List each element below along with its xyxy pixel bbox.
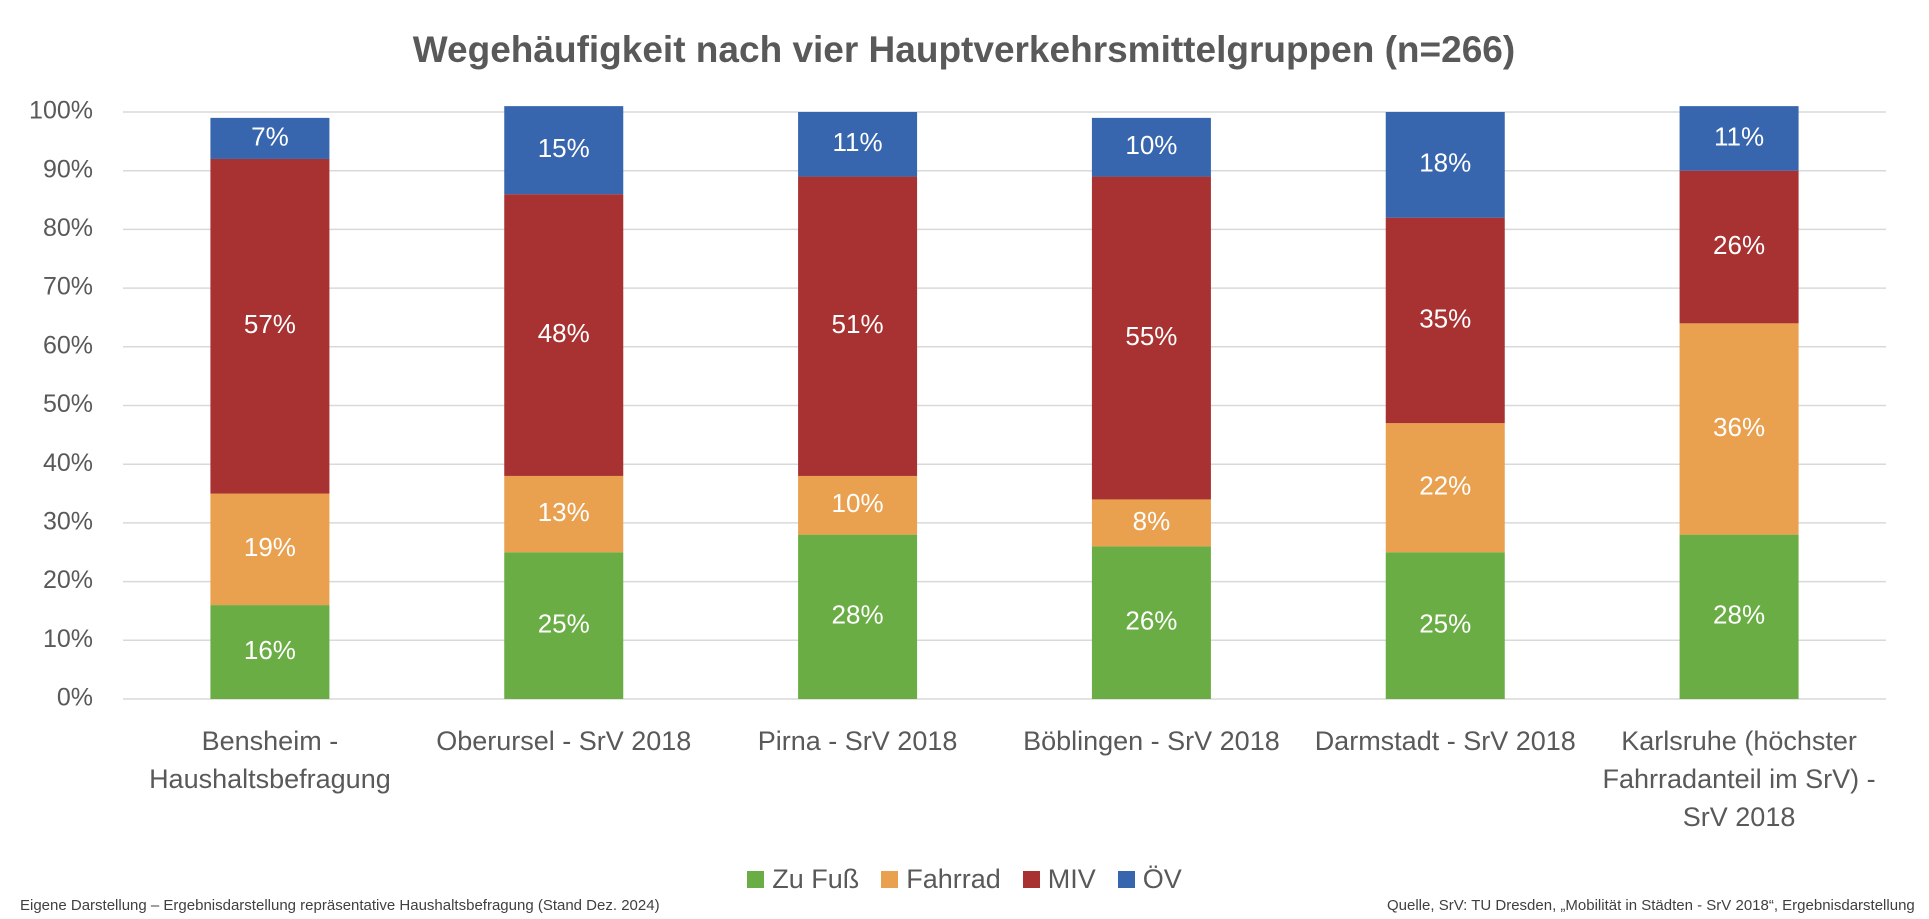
bar-segment: [1091, 546, 1211, 699]
value-label: 36%: [1713, 412, 1765, 442]
bar-segment: [504, 194, 624, 476]
value-label: 7%: [251, 121, 289, 151]
legend-label: Zu Fuß: [772, 864, 860, 894]
chart-title: Wegehäufigkeit nach vier Hauptverkehrsmi…: [413, 29, 1515, 70]
x-tick-label: Darmstadt - SrV 2018: [1314, 726, 1576, 756]
value-label: 11%: [833, 127, 883, 157]
bar-segment: [504, 106, 624, 195]
value-label: 18%: [1419, 148, 1471, 178]
value-label: 26%: [1125, 606, 1177, 636]
legend-swatch: [881, 871, 899, 888]
bar-segment: [1679, 534, 1799, 699]
bar-segment: [798, 534, 918, 699]
y-tick-label: 0%: [57, 684, 93, 712]
x-tick-label: Oberursel - SrV 2018: [436, 726, 692, 756]
y-tick-label: 10%: [43, 625, 93, 653]
x-tick-label: Böblingen - SrV 2018: [1023, 726, 1280, 756]
legend-label: ÖV: [1142, 864, 1182, 894]
legend: Zu Fuß Fahrrad MIV ÖV: [0, 864, 1929, 895]
value-label: 28%: [832, 600, 884, 630]
y-tick-label: 60%: [43, 331, 93, 359]
legend-label: Fahrrad: [906, 864, 1001, 894]
bar-segment: [1091, 499, 1211, 547]
y-tick-label: 70%: [43, 273, 93, 301]
y-tick-label: 50%: [43, 390, 93, 418]
bar-segment: [210, 493, 330, 606]
bar-segment: [210, 117, 330, 159]
bar-segment: [504, 475, 624, 553]
bar-segment: [798, 176, 918, 476]
y-tick-label: 20%: [43, 566, 93, 594]
legend-label: MIV: [1047, 864, 1096, 894]
footnote: Eigene Darstellung – Ergebnisdarstellung…: [20, 897, 660, 914]
bar-segment: [504, 552, 624, 699]
bar-segment: [798, 475, 918, 535]
bar-segment: [1679, 106, 1799, 171]
bar-segment: [210, 158, 330, 494]
bar-segment: [1679, 170, 1799, 324]
value-label: 11%: [1714, 121, 1764, 151]
value-label: 48%: [538, 318, 590, 348]
value-label: 26%: [1713, 230, 1765, 260]
value-label: 22%: [1419, 471, 1471, 501]
footnote: Quelle, SrV: TU Dresden, „Mobilität in S…: [1387, 897, 1915, 914]
value-label: 35%: [1419, 303, 1471, 333]
value-label: 28%: [1713, 600, 1765, 630]
value-label: 10%: [1125, 130, 1177, 160]
value-label: 13%: [538, 497, 590, 527]
y-tick-label: 80%: [43, 214, 93, 242]
legend-swatch: [747, 871, 765, 888]
bar-segment: [210, 605, 330, 699]
value-label: 57%: [244, 309, 296, 339]
bar-segment: [1385, 217, 1505, 424]
value-label: 8%: [1133, 506, 1171, 536]
legend-item: MIV: [1022, 864, 1096, 895]
bar-segment: [1385, 112, 1505, 218]
value-label: 10%: [832, 488, 884, 518]
bar-segment: [1091, 117, 1211, 177]
bar-segment: [1385, 423, 1505, 553]
x-tick-label: Bensheim - Haushaltsbefragung: [149, 726, 391, 794]
x-tick-label: Karlsruhe (höchster Fahrradanteil im SrV…: [1602, 726, 1876, 832]
y-tick-label: 40%: [43, 449, 93, 477]
value-label: 25%: [1419, 609, 1471, 639]
value-label: 51%: [832, 309, 884, 339]
legend-swatch: [1022, 871, 1040, 888]
value-label: 55%: [1125, 321, 1177, 351]
bar-segment: [798, 112, 918, 177]
legend-item: Zu Fuß: [747, 864, 859, 895]
legend-item: ÖV: [1117, 864, 1182, 895]
bar-segment: [1679, 323, 1799, 535]
legend-swatch: [1117, 871, 1135, 888]
value-label: 25%: [538, 609, 590, 639]
y-tick-label: 100%: [29, 97, 93, 125]
y-tick-label: 30%: [43, 508, 93, 536]
bar-segment: [1385, 552, 1505, 699]
value-label: 19%: [244, 532, 296, 562]
bar-segment: [1091, 176, 1211, 500]
y-tick-label: 90%: [43, 155, 93, 183]
value-label: 15%: [538, 133, 590, 163]
value-label: 16%: [244, 635, 296, 665]
x-tick-label: Pirna - SrV 2018: [757, 726, 958, 756]
legend-item: Fahrrad: [881, 864, 1001, 895]
